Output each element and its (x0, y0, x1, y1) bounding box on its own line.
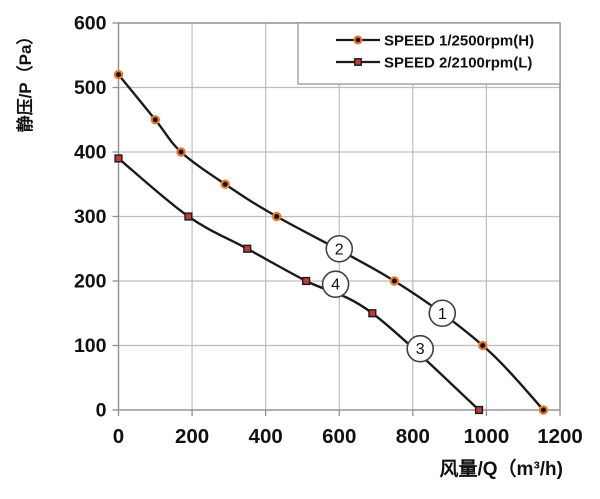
series-1 (113, 69, 549, 415)
y-tick-label: 100 (74, 335, 107, 357)
x-tick-label: 400 (249, 425, 283, 448)
x-tick-label: 1200 (537, 425, 583, 448)
square-marker (184, 212, 193, 221)
square-marker (368, 309, 377, 318)
annotation-circled-4: 4 (321, 270, 350, 299)
x-tick-label: 0 (113, 425, 124, 448)
y-tick-label: 200 (74, 271, 107, 293)
annotation-number: 3 (416, 341, 425, 358)
circle-marker (150, 115, 160, 125)
legend: SPEED 1/2500rpm(H) SPEED 2/2100rpm(L) (297, 22, 561, 85)
square-marker (243, 244, 252, 253)
annotation-number: 2 (335, 241, 344, 258)
y-tick-label: 600 (74, 13, 107, 35)
x-tick-label: 1000 (464, 425, 510, 448)
y-axis-tick-labels: 0 100 200 300 400 500 600 (74, 13, 107, 422)
circle-marker (389, 276, 400, 286)
legend-box (297, 22, 561, 85)
circle-marker (353, 35, 363, 45)
series-2 (114, 154, 484, 415)
y-tick-label: 0 (96, 400, 107, 422)
x-tick-label: 800 (396, 425, 430, 448)
square-marker (354, 58, 362, 66)
x-tick-label: 200 (175, 425, 209, 448)
circle-marker (220, 179, 230, 189)
circle-marker (272, 211, 282, 222)
square-marker (302, 276, 311, 286)
y-tick-label: 400 (74, 142, 107, 164)
circle-marker (113, 69, 124, 80)
legend-item-2-label: SPEED 2/2100rpm(L) (384, 55, 532, 72)
square-marker (474, 405, 484, 415)
x-axis-tick-labels: 0 200 400 600 800 1000 1200 (113, 425, 583, 448)
x-axis-title: 风量/Q（m³/h) (440, 457, 564, 480)
square-marker (114, 154, 123, 163)
y-tick-label: 300 (74, 206, 107, 228)
x-tick-label: 600 (322, 425, 356, 448)
annotation-number: 1 (438, 306, 447, 323)
legend-item-1-label: SPEED 1/2500rpm(H) (384, 33, 534, 50)
circle-marker (538, 405, 549, 415)
series-2-curve (117, 157, 480, 411)
annotation-circled-3: 3 (406, 334, 434, 363)
annotation-circled-1: 1 (428, 299, 457, 328)
y-axis-title: 静压/P（Pa） (15, 28, 35, 133)
y-tick-label: 500 (74, 77, 107, 99)
circle-marker (478, 340, 488, 351)
circle-marker (176, 147, 186, 157)
annotation-number: 4 (331, 277, 340, 294)
annotation-circled-2: 2 (325, 234, 354, 263)
